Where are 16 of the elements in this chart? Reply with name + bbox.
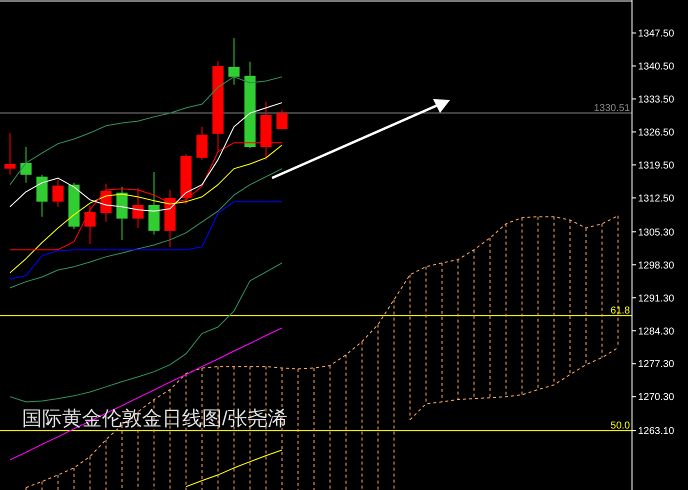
annotation: 50.0 (610, 420, 630, 432)
y-tick-label: 1305.30 (638, 227, 675, 238)
y-tick-label: 1277.30 (638, 359, 675, 370)
y-tick-label: 1319.50 (638, 160, 675, 172)
y-tick-label: 1333.50 (638, 94, 675, 106)
y-tick-label: 1270.30 (638, 392, 675, 404)
y-tick-label: 1298.30 (638, 260, 675, 272)
y-tick-label: 1347.50 (638, 28, 675, 40)
annotation: 61.8 (610, 306, 630, 317)
y-tick-label: 1340.50 (638, 61, 675, 72)
y-tick-label: 1284.30 (638, 326, 675, 338)
y-tick-label: 1312.50 (638, 193, 675, 204)
ref-line-label: 1330.51 (594, 103, 630, 114)
y-tick-label: 1291.30 (638, 293, 675, 304)
y-tick-label: 1326.50 (638, 127, 675, 138)
y-tick-label: 1263.10 (638, 426, 675, 438)
